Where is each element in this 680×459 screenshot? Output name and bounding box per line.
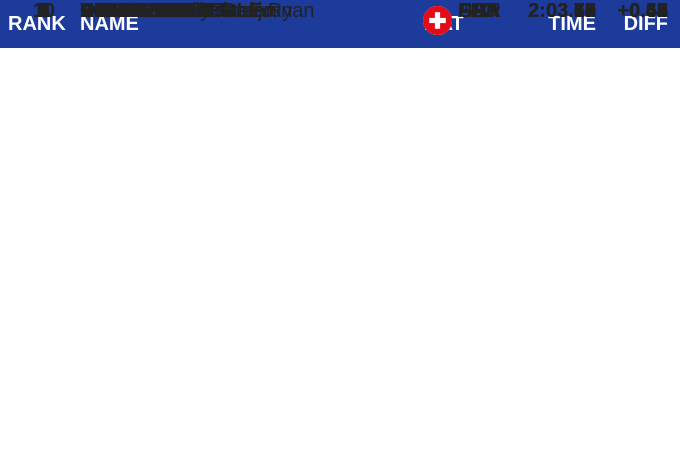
- time: 2:03.62: [528, 0, 596, 22]
- nationality: SLO: [458, 0, 499, 22]
- time: 2:03.56: [528, 0, 596, 22]
- surname: EICHBERGER: [80, 0, 214, 22]
- diff: +0.46: [617, 0, 668, 22]
- rank: 10: [32, 0, 56, 22]
- col-header: NAME: [80, 13, 139, 35]
- surname: ROGENTIN: [80, 0, 186, 22]
- diff: +0.45: [617, 0, 668, 22]
- athlete-name: COCHRAN-SIEGLE Ryan: [80, 0, 315, 23]
- surname: BAUMANN: [80, 0, 184, 22]
- surname: COCHRAN-SIEGLE: [80, 0, 263, 22]
- first-name: Nils: [181, 0, 215, 22]
- first-name: Ryan: [267, 0, 315, 22]
- time: 2:03.63: [528, 0, 596, 22]
- athlete-name: ODERMATT Marco: [80, 0, 253, 23]
- header: RANK NAME NAT TIME DIFF: [0, 0, 680, 48]
- diff: +0.68: [617, 0, 668, 22]
- surname: ODERMATT: [80, 0, 192, 22]
- nationality: USA: [458, 0, 500, 22]
- rank: 1: [38, 0, 50, 22]
- flag-icon: [423, 6, 452, 35]
- nationality: SUI: [458, 0, 492, 22]
- time: 2:03.60: [528, 0, 596, 22]
- flag: [423, 6, 452, 35]
- first-name: Cameron: [210, 0, 293, 22]
- rank: 3: [38, 0, 50, 22]
- nationality: FRA: [458, 0, 498, 22]
- rank: 7: [38, 0, 50, 22]
- surname: CATER: [80, 0, 148, 22]
- athlete-name: BENNETT Bryce: [80, 0, 231, 23]
- diff: +0.47: [617, 0, 668, 22]
- surname: ALLEGRE: [80, 0, 176, 22]
- rank: 6: [38, 0, 50, 22]
- nationality: SUI: [458, 0, 492, 22]
- surname: VON ALLMEN: [80, 0, 212, 22]
- nationality: CAN: [458, 0, 501, 22]
- first-name: Bryce: [180, 0, 232, 22]
- time: 2:03.74: [528, 0, 596, 22]
- nationality: SUI: [458, 0, 492, 22]
- first-name: Martin: [152, 0, 209, 22]
- nationality: USA: [458, 0, 500, 22]
- athlete-name: ALEXANDER Cameron: [80, 0, 292, 23]
- surname: ALEXANDER: [80, 0, 205, 22]
- athlete-name: BAUMANN Romed: [80, 0, 253, 23]
- col-header: TIME: [548, 13, 596, 35]
- athlete-name: ROGENTIN Stefan: [80, 0, 249, 23]
- time: 2:03.71: [528, 0, 596, 22]
- rank: 5: [38, 0, 50, 22]
- athlete-name: EICHBERGER Stefan: [80, 0, 277, 23]
- first-name: Stefan: [218, 0, 277, 22]
- athlete-name: CATER Martin: [80, 0, 209, 23]
- athlete-name: ALLEGRE Nils: [80, 0, 214, 23]
- rank: 4: [38, 0, 50, 22]
- nationality: AUT: [458, 0, 498, 22]
- time: 2:03.10: [528, 0, 596, 22]
- diff: +0.53: [617, 0, 668, 22]
- rank: 2: [38, 0, 50, 22]
- surname: BENNETT: [80, 0, 175, 22]
- first-name: Franjo: [217, 0, 274, 22]
- time: 2:03.78: [528, 0, 596, 22]
- time: 2:03.55: [528, 0, 596, 22]
- diff: +0.50: [617, 0, 668, 22]
- athlete-name: VON ALLMEN Franjo: [80, 0, 274, 23]
- diff: +0.61: [617, 0, 668, 22]
- first-name: Marco: [197, 0, 253, 22]
- rank: 8: [38, 0, 50, 22]
- col-header: DIFF: [623, 13, 668, 35]
- col-header: RANK: [8, 13, 66, 35]
- time: 2:03.57: [528, 0, 596, 22]
- diff: +0.64: [617, 0, 668, 22]
- first-name: Stefan: [191, 0, 249, 22]
- first-name: Romed: [188, 0, 254, 22]
- diff: +0.52: [617, 0, 668, 22]
- nationality: GER: [458, 0, 502, 22]
- rank: 9: [38, 0, 50, 22]
